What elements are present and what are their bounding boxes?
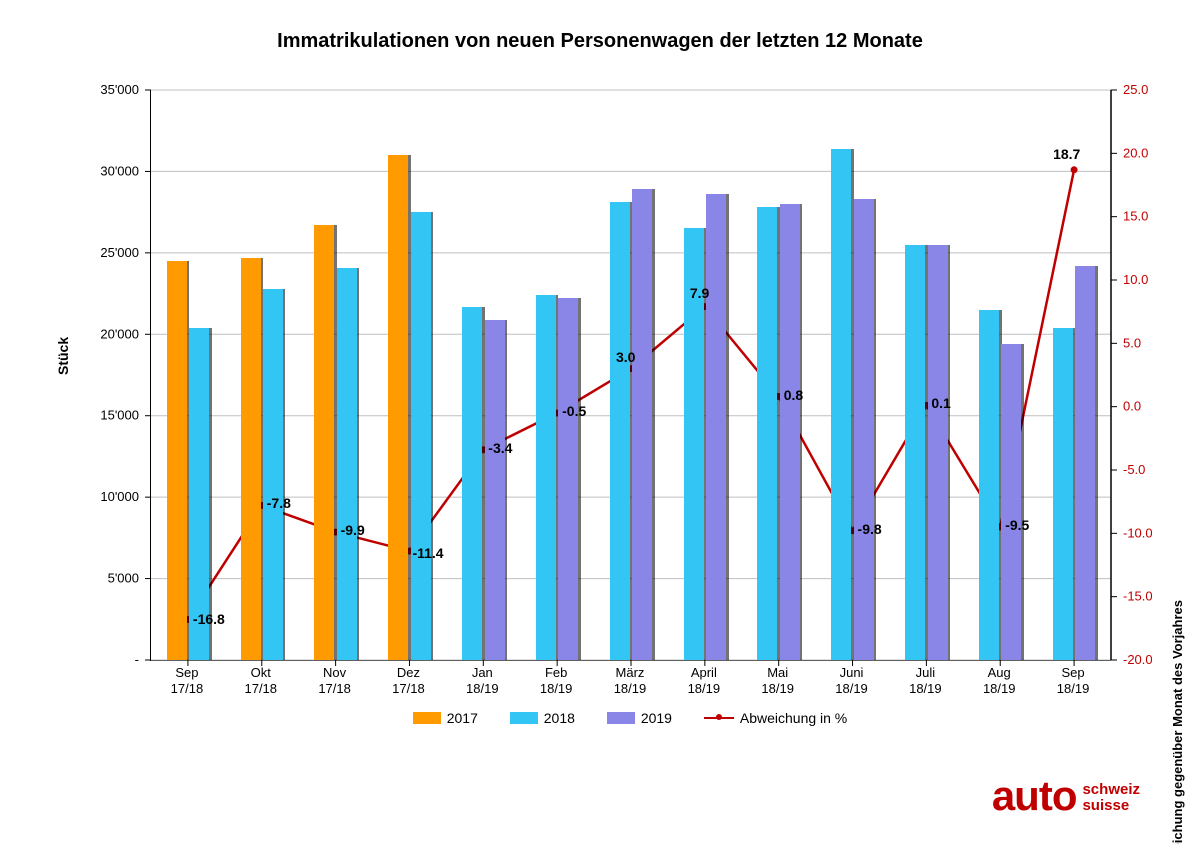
y-left-tick-label: 35'000 <box>100 82 139 97</box>
bar-2018 <box>189 328 209 660</box>
legend-swatch-2018 <box>510 712 538 724</box>
legend-item-2017: 2017 <box>413 710 478 726</box>
deviation-label: -9.8 <box>858 521 882 537</box>
logo-text-main: auto <box>992 772 1077 819</box>
deviation-label: -0.5 <box>562 403 586 419</box>
plot-area: -5'00010'00015'00020'00025'00030'00035'0… <box>150 90 1111 661</box>
x-tick-label: Feb18/19 <box>519 665 593 698</box>
y-right-tick-label: 5.0 <box>1123 335 1141 350</box>
legend: 2017 2018 2019 Abweichung in % <box>150 710 1110 727</box>
deviation-label: 0.8 <box>784 387 803 403</box>
deviation-label: 7.9 <box>690 285 709 301</box>
x-tick-label: Okt17/18 <box>224 665 298 698</box>
y-axis-right-label: prozentuale Abweichung gegenüber Monat d… <box>1170 600 1185 844</box>
legend-item-line: Abweichung in % <box>704 710 847 726</box>
bar-2017 <box>241 258 261 660</box>
bar-2018 <box>831 149 851 660</box>
bar-2019 <box>854 199 874 660</box>
legend-label-line: Abweichung in % <box>740 710 847 726</box>
bar-2018 <box>411 212 431 660</box>
bar-2019 <box>706 194 726 660</box>
bar-2019 <box>1075 266 1095 660</box>
bar-2019 <box>928 245 948 660</box>
legend-label-2018: 2018 <box>544 710 575 726</box>
x-tick-label: Juli18/19 <box>888 665 962 698</box>
x-tick-label: Sep18/19 <box>1036 665 1110 698</box>
bar-2019 <box>1001 344 1021 660</box>
y-left-tick-label: 25'000 <box>100 245 139 260</box>
y-right-tick-label: 25.0 <box>1123 82 1148 97</box>
x-tick-label: Sep17/18 <box>150 665 224 698</box>
bar-2018 <box>337 268 357 660</box>
y-left-tick-label: 30'000 <box>100 163 139 178</box>
y-left-tick-label: 15'000 <box>100 408 139 423</box>
legend-swatch-line <box>704 712 734 724</box>
bar-2017 <box>167 261 187 660</box>
y-left-tick-label: 10'000 <box>100 489 139 504</box>
y-right-tick-label: -20.0 <box>1123 652 1153 667</box>
x-tick-label: Aug18/19 <box>962 665 1036 698</box>
x-tick-label: März18/19 <box>593 665 667 698</box>
legend-swatch-2017 <box>413 712 441 724</box>
bar-2018 <box>905 245 925 660</box>
legend-label-2017: 2017 <box>447 710 478 726</box>
logo-text-sub: schweizsuisse <box>1082 782 1140 814</box>
bar-2019 <box>485 320 505 660</box>
legend-item-2018: 2018 <box>510 710 575 726</box>
y-left-tick-label: - <box>135 652 139 667</box>
bar-2019 <box>780 204 800 660</box>
x-tick-label: Juni18/19 <box>815 665 889 698</box>
x-tick-label: April18/19 <box>667 665 741 698</box>
bar-2018 <box>979 310 999 660</box>
bar-2018 <box>263 289 283 660</box>
bar-2019 <box>632 189 652 660</box>
y-left-tick-label: 5'000 <box>108 571 139 586</box>
y-right-tick-label: 20.0 <box>1123 145 1148 160</box>
legend-label-2019: 2019 <box>641 710 672 726</box>
legend-swatch-2019 <box>607 712 635 724</box>
chart-title: Immatrikulationen von neuen Personenwage… <box>0 30 1200 53</box>
y-right-tick-label: 0.0 <box>1123 399 1141 414</box>
deviation-label: -7.8 <box>267 495 291 511</box>
y-left-tick-label: 20'000 <box>100 326 139 341</box>
y-axis-left-label: Stück <box>55 337 71 375</box>
bar-2018 <box>757 207 777 660</box>
y-right-tick-label: -10.0 <box>1123 525 1153 540</box>
deviation-label: 18.7 <box>1053 146 1080 162</box>
x-tick-label: Dez17/18 <box>372 665 446 698</box>
x-tick-label: Mai18/19 <box>741 665 815 698</box>
deviation-label: -11.4 <box>412 545 443 561</box>
deviation-label: -3.4 <box>488 440 512 456</box>
deviation-label: -16.8 <box>193 611 225 627</box>
deviation-label: -9.9 <box>341 522 365 538</box>
y-right-tick-label: 10.0 <box>1123 272 1148 287</box>
bar-2018 <box>610 202 630 660</box>
bar-2019 <box>558 298 578 660</box>
y-right-tick-label: 15.0 <box>1123 209 1148 224</box>
bar-2018 <box>462 307 482 660</box>
legend-item-2019: 2019 <box>607 710 672 726</box>
bar-2018 <box>536 295 556 660</box>
bar-2017 <box>314 225 334 660</box>
deviation-label: 3.0 <box>616 349 635 365</box>
y-right-tick-label: -15.0 <box>1123 589 1153 604</box>
x-tick-label: Jan18/19 <box>445 665 519 698</box>
deviation-label: -9.5 <box>1005 517 1029 533</box>
bar-2018 <box>1053 328 1073 660</box>
deviation-point <box>1071 166 1078 173</box>
deviation-label: 0.1 <box>931 395 950 411</box>
chart-page: Immatrikulationen von neuen Personenwage… <box>0 0 1200 844</box>
bar-2017 <box>388 155 408 660</box>
x-tick-label: Nov17/18 <box>298 665 372 698</box>
brand-logo: autoschweizsuisse <box>992 778 1140 814</box>
y-right-tick-label: -5.0 <box>1123 462 1145 477</box>
